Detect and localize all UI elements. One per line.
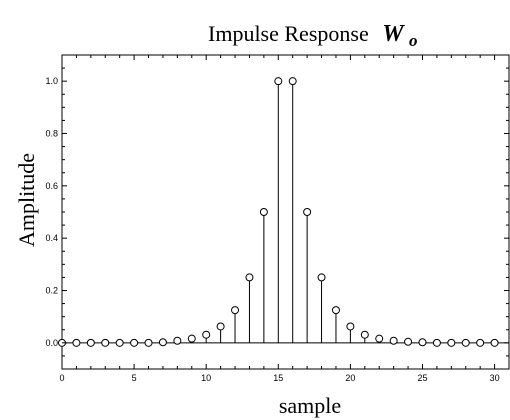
chart-title-symbol: W [382,21,405,47]
stem-marker [432,338,441,347]
stem-marker [231,306,240,315]
stem-marker [461,338,470,347]
stem-marker [346,322,355,331]
y-axis-label: Amplitude [14,153,39,247]
stems-layer [58,77,509,347]
stem-marker [216,322,225,331]
stem-marker [130,338,139,347]
stem-marker [360,330,369,339]
plot-area-frame [61,54,510,370]
y-tick-label: 1.0 [45,76,58,86]
stem-marker [86,338,95,347]
y-tick-label: 0.6 [45,181,58,191]
stem-marker [389,336,398,345]
stem-marker [187,334,196,343]
x-tick-label: 25 [417,373,427,383]
x-axis-label: sample [279,393,341,418]
y-tick-label: 0.2 [45,286,58,296]
stem-marker [418,338,427,347]
stem-marker [173,336,182,345]
stem-marker [331,306,340,315]
ticks-layer: 0 5 10 15 20 25 30 0.0 0.2 0.4 0.6 0.8 1.0 [45,54,510,383]
x-tick-label: 30 [490,373,500,383]
stem-marker [101,338,110,347]
stem-marker [317,273,326,282]
y-tick-label: 0.0 [45,338,58,348]
stem-marker [303,208,312,216]
stem-marker [375,334,384,343]
x-tick-label: 20 [345,373,355,383]
y-tick-label: 0.4 [45,233,58,243]
stem-marker [72,338,81,347]
stem-marker [144,338,153,347]
stem-marker [245,273,254,282]
chart-title-subscript: o [409,31,418,50]
stem-marker [404,337,413,346]
stem-marker [274,77,283,86]
stem-marker [259,208,268,216]
x-tick-label: 5 [132,373,137,383]
stem-marker [158,338,167,347]
x-tick-label: 0 [59,373,64,383]
x-tick-label: 10 [201,373,211,383]
stem-marker [490,338,499,347]
chart-title: Impulse Response W o [208,21,418,50]
chart-title-text: Impulse Response [208,21,369,46]
stem-marker [288,77,297,86]
y-tick-label: 0.8 [45,129,58,139]
stem-marker [476,338,485,347]
stem-marker [115,338,124,347]
stem-marker [202,330,211,339]
x-tick-label: 15 [273,373,283,383]
stem-marker [447,338,456,347]
